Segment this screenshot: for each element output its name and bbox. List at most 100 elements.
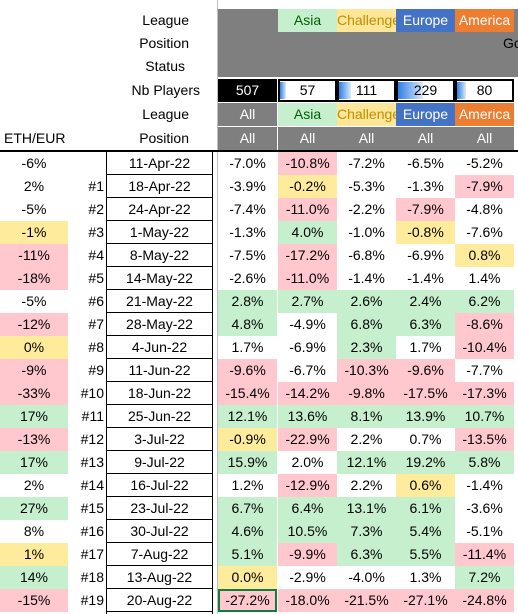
return-cell[interactable]: 0.0%	[218, 566, 277, 589]
date-cell[interactable]: 1-May-22	[107, 221, 212, 244]
league-top-europe[interactable]: Europe	[396, 9, 455, 32]
return-cell[interactable]: -8.6%	[455, 313, 514, 336]
return-cell[interactable]: 6.1%	[396, 497, 455, 520]
return-cell[interactable]: 4.8%	[218, 313, 277, 336]
return-cell[interactable]: 1.7%	[218, 336, 277, 359]
return-cell[interactable]: -6.5%	[396, 152, 455, 175]
return-cell[interactable]: -17.3%	[455, 382, 514, 405]
eth-eur-cell[interactable]: -11%	[0, 244, 68, 267]
return-cell[interactable]: -27.2%	[218, 589, 277, 612]
date-cell[interactable]: 21-May-22	[107, 290, 212, 313]
date-cell[interactable]: 18-Apr-22	[107, 175, 212, 198]
week-number-cell[interactable]: #19	[80, 592, 104, 608]
return-cell[interactable]: 0.6%	[396, 474, 455, 497]
week-number-cell[interactable]: #13	[80, 454, 104, 470]
return-cell[interactable]: 8.1%	[337, 405, 396, 428]
return-cell[interactable]: 2.2%	[337, 428, 396, 451]
return-cell[interactable]: -15.4%	[218, 382, 277, 405]
return-cell[interactable]: -0.2%	[278, 175, 337, 198]
week-number-cell[interactable]: #18	[80, 569, 104, 585]
date-cell[interactable]: 25-Jun-22	[107, 405, 212, 428]
week-number-cell[interactable]: #17	[80, 546, 104, 562]
return-cell[interactable]: -27.1%	[396, 589, 455, 612]
return-cell[interactable]: -4.9%	[278, 313, 337, 336]
eth-eur-cell[interactable]: -18%	[0, 267, 68, 290]
week-number-cell[interactable]: #4	[88, 247, 104, 263]
return-cell[interactable]: 0.8%	[455, 244, 514, 267]
nb-players-cell[interactable]: 111	[337, 79, 396, 102]
return-cell[interactable]: -17.5%	[396, 382, 455, 405]
return-cell[interactable]: -6.9%	[396, 244, 455, 267]
week-number-cell[interactable]: #3	[88, 224, 104, 240]
return-cell[interactable]: 13.6%	[278, 405, 337, 428]
eth-eur-cell[interactable]: -33%	[0, 382, 68, 405]
date-cell[interactable]: 4-Jun-22	[107, 336, 212, 359]
league-top-asia[interactable]: Asia	[278, 9, 337, 32]
return-cell[interactable]: -7.9%	[455, 175, 514, 198]
nb-players-cell[interactable]: 57	[278, 79, 337, 102]
week-number-cell[interactable]: #2	[88, 201, 104, 217]
return-cell[interactable]: 0.7%	[396, 428, 455, 451]
return-cell[interactable]: 6.8%	[337, 313, 396, 336]
return-cell[interactable]: -1.4%	[337, 267, 396, 290]
eth-eur-cell[interactable]: 8%	[0, 520, 68, 543]
return-cell[interactable]: -5.2%	[455, 152, 514, 175]
return-cell[interactable]: -7.0%	[218, 152, 277, 175]
eth-eur-cell[interactable]: -15%	[0, 589, 68, 612]
return-cell[interactable]: -1.4%	[455, 474, 514, 497]
eth-eur-cell[interactable]: 2%	[0, 474, 68, 497]
return-cell[interactable]: -10.3%	[337, 359, 396, 382]
league-filter-cell[interactable]: All	[218, 103, 277, 126]
return-cell[interactable]: -6.8%	[337, 244, 396, 267]
date-cell[interactable]: 30-Jul-22	[107, 520, 212, 543]
return-cell[interactable]: -1.3%	[218, 221, 277, 244]
return-cell[interactable]: -2.6%	[218, 267, 277, 290]
return-cell[interactable]: 4.6%	[218, 520, 277, 543]
date-cell[interactable]: 3-Jul-22	[107, 428, 212, 451]
return-cell[interactable]: -7.6%	[455, 221, 514, 244]
position-filter-cell[interactable]: All	[396, 127, 455, 150]
return-cell[interactable]: -11.0%	[278, 198, 337, 221]
return-cell[interactable]: -1.4%	[396, 267, 455, 290]
eth-eur-cell[interactable]: -6%	[0, 152, 68, 175]
return-cell[interactable]: -10.4%	[455, 336, 514, 359]
league-filter-cell[interactable]: America	[455, 103, 514, 126]
return-cell[interactable]: 5.8%	[455, 451, 514, 474]
nb-players-cell[interactable]: 507	[218, 79, 277, 102]
return-cell[interactable]: 12.1%	[218, 405, 277, 428]
date-cell[interactable]: 8-May-22	[107, 244, 212, 267]
return-cell[interactable]: 15.9%	[218, 451, 277, 474]
return-cell[interactable]: -22.9%	[278, 428, 337, 451]
return-cell[interactable]: -6.7%	[278, 359, 337, 382]
return-cell[interactable]: 10.7%	[455, 405, 514, 428]
return-cell[interactable]: -11.4%	[455, 543, 514, 566]
return-cell[interactable]: -9.6%	[396, 359, 455, 382]
eth-eur-cell[interactable]: 0%	[0, 336, 68, 359]
week-number-cell[interactable]: #15	[80, 500, 104, 516]
return-cell[interactable]: -1.0%	[337, 221, 396, 244]
return-cell[interactable]: 5.1%	[218, 543, 277, 566]
return-cell[interactable]: 6.2%	[455, 290, 514, 313]
return-cell[interactable]: 4.0%	[278, 221, 337, 244]
week-number-cell[interactable]: #12	[80, 431, 104, 447]
return-cell[interactable]: -9.8%	[337, 382, 396, 405]
return-cell[interactable]: 2.4%	[396, 290, 455, 313]
date-cell[interactable]: 24-Apr-22	[107, 198, 212, 221]
return-cell[interactable]: -0.9%	[218, 428, 277, 451]
return-cell[interactable]: 5.4%	[396, 520, 455, 543]
return-cell[interactable]: 2.2%	[337, 474, 396, 497]
eth-eur-cell[interactable]: 17%	[0, 405, 68, 428]
eth-eur-cell[interactable]: -5%	[0, 290, 68, 313]
eth-eur-cell[interactable]: 2%	[0, 175, 68, 198]
date-cell[interactable]: 14-May-22	[107, 267, 212, 290]
return-cell[interactable]: 7.2%	[455, 566, 514, 589]
return-cell[interactable]: -7.4%	[218, 198, 277, 221]
return-cell[interactable]: 1.3%	[396, 566, 455, 589]
return-cell[interactable]: 10.5%	[278, 520, 337, 543]
return-cell[interactable]: 19.2%	[396, 451, 455, 474]
date-cell[interactable]: 11-Apr-22	[107, 152, 212, 175]
return-cell[interactable]: -13.5%	[455, 428, 514, 451]
return-cell[interactable]: -14.2%	[278, 382, 337, 405]
league-top-all[interactable]	[218, 9, 277, 32]
return-cell[interactable]: -6.9%	[278, 336, 337, 359]
